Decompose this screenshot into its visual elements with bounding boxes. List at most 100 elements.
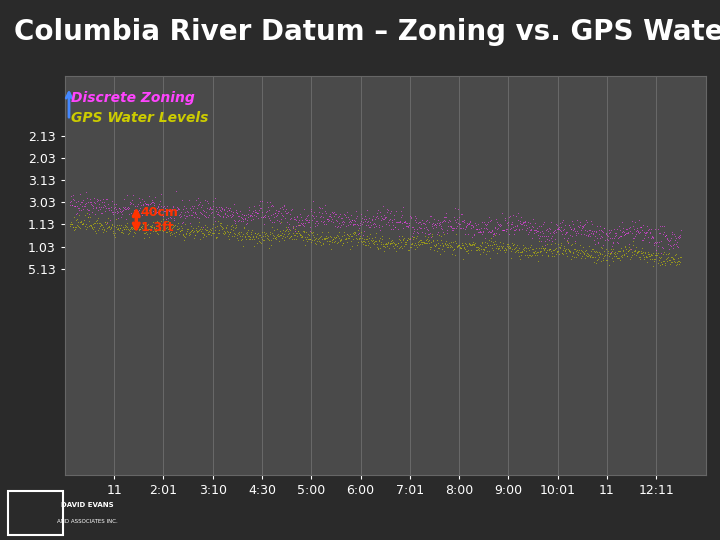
Point — [347, 220, 359, 228]
Point — [538, 229, 549, 238]
Point — [228, 226, 239, 234]
Point — [588, 235, 600, 244]
Point — [428, 246, 439, 254]
Point — [646, 224, 657, 233]
Point — [566, 240, 577, 249]
Point — [333, 218, 345, 227]
Point — [454, 220, 466, 228]
Point — [395, 235, 406, 244]
Point — [662, 235, 673, 244]
Point — [333, 228, 345, 237]
Point — [141, 221, 153, 230]
Point — [235, 236, 246, 245]
Point — [481, 225, 492, 233]
Point — [184, 204, 195, 212]
Point — [181, 206, 193, 215]
Point — [431, 241, 442, 249]
Point — [192, 221, 204, 230]
Point — [320, 208, 332, 217]
Point — [237, 241, 248, 250]
Point — [140, 228, 151, 237]
Point — [648, 233, 660, 241]
Point — [250, 229, 261, 238]
Point — [457, 224, 469, 232]
Point — [307, 228, 319, 237]
Point — [314, 212, 325, 221]
Point — [438, 241, 449, 249]
Point — [580, 226, 591, 234]
Point — [456, 216, 468, 225]
Point — [179, 220, 191, 228]
Point — [440, 237, 451, 245]
Point — [156, 216, 167, 225]
Point — [134, 204, 145, 212]
Point — [615, 232, 626, 240]
Point — [599, 235, 611, 244]
Point — [150, 226, 162, 235]
Point — [501, 219, 513, 228]
Point — [390, 222, 401, 231]
Point — [669, 258, 680, 266]
Point — [93, 203, 104, 212]
Point — [445, 221, 456, 230]
Point — [187, 204, 199, 212]
Point — [558, 244, 570, 252]
Point — [590, 228, 602, 237]
Point — [672, 256, 684, 265]
Point — [127, 191, 139, 199]
Point — [398, 233, 410, 242]
Point — [320, 234, 331, 242]
Point — [274, 227, 286, 235]
Point — [402, 246, 413, 254]
Point — [393, 234, 405, 243]
Point — [271, 224, 283, 233]
Point — [181, 225, 193, 234]
Point — [311, 221, 323, 230]
Point — [66, 218, 77, 226]
Point — [115, 207, 127, 216]
Point — [529, 218, 541, 227]
Point — [597, 250, 608, 259]
Point — [74, 190, 86, 199]
Point — [433, 231, 444, 240]
Point — [297, 231, 308, 240]
Point — [459, 245, 471, 253]
Point — [317, 218, 328, 226]
Point — [77, 220, 89, 228]
Point — [323, 228, 334, 237]
Point — [452, 218, 464, 227]
Point — [592, 251, 603, 259]
Point — [513, 208, 524, 217]
Point — [248, 211, 260, 219]
Point — [615, 252, 626, 260]
Point — [430, 219, 441, 228]
Point — [290, 222, 302, 231]
Point — [641, 221, 652, 230]
Point — [261, 206, 272, 215]
Point — [601, 255, 613, 264]
Point — [620, 229, 631, 238]
Point — [540, 226, 552, 235]
Point — [397, 203, 409, 212]
Point — [649, 256, 660, 265]
Point — [593, 254, 604, 263]
Point — [199, 212, 210, 220]
Point — [308, 236, 320, 245]
Point — [232, 208, 243, 217]
Point — [185, 211, 197, 219]
Point — [585, 253, 596, 261]
Point — [174, 210, 186, 219]
Point — [305, 227, 317, 236]
Point — [316, 209, 328, 218]
Point — [411, 228, 423, 237]
Point — [574, 241, 585, 249]
Point — [392, 218, 404, 226]
Point — [353, 235, 364, 244]
Point — [670, 251, 681, 259]
Point — [283, 227, 294, 235]
Point — [593, 239, 604, 248]
Point — [245, 230, 256, 239]
Point — [346, 237, 357, 245]
Point — [199, 206, 210, 215]
Point — [168, 216, 179, 225]
